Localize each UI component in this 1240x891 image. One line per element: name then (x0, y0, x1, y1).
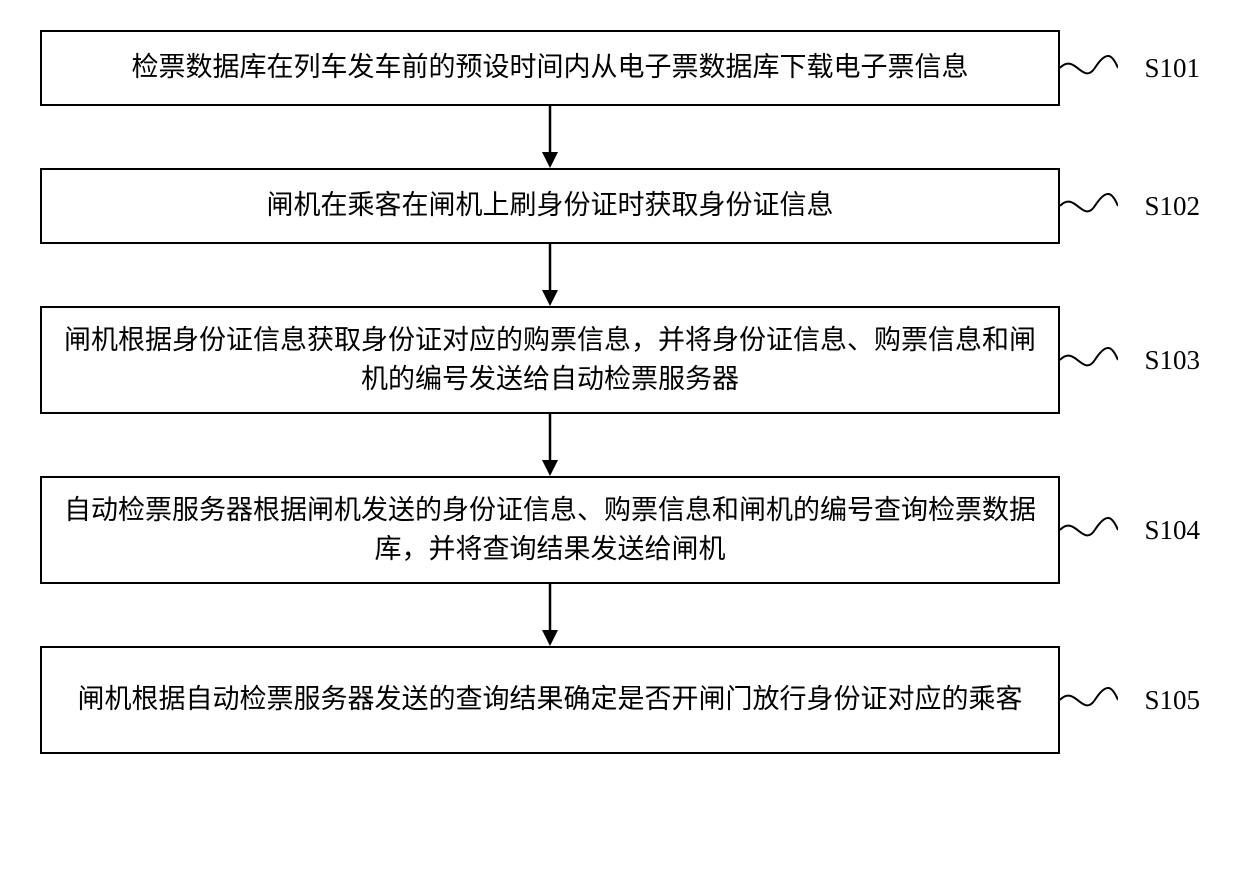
step-text: 闸机在乘客在闸机上刷身份证时获取身份证信息 (267, 186, 834, 225)
step-id-label: S103 (1144, 345, 1200, 376)
step-id-label: S102 (1144, 191, 1200, 222)
flow-arrow (530, 584, 570, 646)
step-row: 闸机根据自动检票服务器发送的查询结果确定是否开闸门放行身份证对应的乘客 S105 (40, 646, 1200, 754)
arrow-wrap (40, 244, 1060, 306)
step-id-label: S105 (1144, 685, 1200, 716)
step-text: 闸机根据自动检票服务器发送的查询结果确定是否开闸门放行身份证对应的乘客 (78, 680, 1023, 719)
step-row: 闸机在乘客在闸机上刷身份证时获取身份证信息 S102 (40, 168, 1200, 244)
step-connector (1060, 306, 1118, 414)
step-label-wrap: S102 (1060, 168, 1200, 244)
step-text: 检票数据库在列车发车前的预设时间内从电子票数据库下载电子票信息 (132, 48, 969, 87)
arrow-wrap (40, 584, 1060, 646)
step-connector (1060, 30, 1118, 106)
step-box: 闸机根据身份证信息获取身份证对应的购票信息，并将身份证信息、购票信息和闸机的编号… (40, 306, 1060, 414)
flow-arrow (530, 414, 570, 476)
step-connector (1060, 476, 1118, 584)
step-id-label: S101 (1144, 53, 1200, 84)
step-connector (1060, 168, 1118, 244)
arrow-wrap (40, 106, 1060, 168)
step-label-wrap: S104 (1060, 476, 1200, 584)
step-label-wrap: S103 (1060, 306, 1200, 414)
flowchart-container: 检票数据库在列车发车前的预设时间内从电子票数据库下载电子票信息 S101 闸机在乘客… (40, 30, 1200, 754)
step-row: 闸机根据身份证信息获取身份证对应的购票信息，并将身份证信息、购票信息和闸机的编号… (40, 306, 1200, 414)
step-box: 自动检票服务器根据闸机发送的身份证信息、购票信息和闸机的编号查询检票数据库，并将… (40, 476, 1060, 584)
step-text: 闸机根据身份证信息获取身份证对应的购票信息，并将身份证信息、购票信息和闸机的编号… (62, 321, 1038, 399)
arrow-wrap (40, 414, 1060, 476)
step-row: 自动检票服务器根据闸机发送的身份证信息、购票信息和闸机的编号查询检票数据库，并将… (40, 476, 1200, 584)
flow-arrow (530, 106, 570, 168)
step-box: 闸机在乘客在闸机上刷身份证时获取身份证信息 (40, 168, 1060, 244)
step-id-label: S104 (1144, 515, 1200, 546)
step-text: 自动检票服务器根据闸机发送的身份证信息、购票信息和闸机的编号查询检票数据库，并将… (62, 491, 1038, 569)
step-box: 闸机根据自动检票服务器发送的查询结果确定是否开闸门放行身份证对应的乘客 (40, 646, 1060, 754)
flow-arrow (530, 244, 570, 306)
step-label-wrap: S101 (1060, 30, 1200, 106)
step-label-wrap: S105 (1060, 646, 1200, 754)
step-box: 检票数据库在列车发车前的预设时间内从电子票数据库下载电子票信息 (40, 30, 1060, 106)
step-connector (1060, 646, 1118, 754)
step-row: 检票数据库在列车发车前的预设时间内从电子票数据库下载电子票信息 S101 (40, 30, 1200, 106)
